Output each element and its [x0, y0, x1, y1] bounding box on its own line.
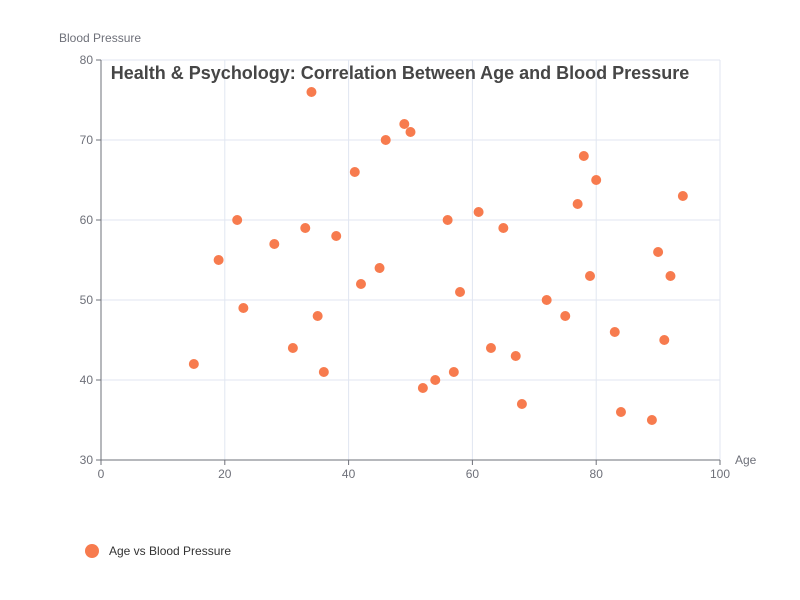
- x-tick-label: 20: [218, 467, 232, 481]
- data-point[interactable]: [585, 271, 596, 281]
- data-point[interactable]: [331, 231, 342, 241]
- data-point[interactable]: [318, 367, 329, 377]
- data-point[interactable]: [455, 287, 466, 297]
- data-points: [188, 87, 688, 425]
- legend-marker[interactable]: [85, 544, 99, 558]
- data-point[interactable]: [659, 335, 670, 345]
- data-point[interactable]: [306, 87, 317, 97]
- data-point[interactable]: [399, 119, 410, 129]
- data-point[interactable]: [355, 279, 366, 289]
- data-point[interactable]: [665, 271, 676, 281]
- data-point[interactable]: [448, 367, 459, 377]
- data-point[interactable]: [615, 407, 626, 417]
- data-point[interactable]: [572, 199, 583, 209]
- x-tick-label: 40: [342, 467, 356, 481]
- data-point[interactable]: [188, 359, 199, 369]
- x-tick-label: 100: [710, 467, 730, 481]
- data-point[interactable]: [609, 327, 620, 337]
- data-point[interactable]: [653, 247, 664, 257]
- data-point[interactable]: [380, 135, 391, 145]
- data-point[interactable]: [238, 303, 249, 313]
- data-point[interactable]: [510, 351, 521, 361]
- data-point[interactable]: [405, 127, 416, 137]
- data-point[interactable]: [300, 223, 311, 233]
- data-point[interactable]: [442, 215, 453, 225]
- data-point[interactable]: [498, 223, 509, 233]
- y-tick-label: 50: [80, 293, 94, 307]
- data-point[interactable]: [232, 215, 243, 225]
- data-point[interactable]: [430, 375, 441, 385]
- grid-lines: [101, 59, 721, 460]
- y-tick-label: 70: [80, 133, 94, 147]
- data-point[interactable]: [349, 167, 360, 177]
- data-point[interactable]: [213, 255, 224, 265]
- legend[interactable]: Age vs Blood Pressure: [85, 544, 231, 558]
- data-point[interactable]: [269, 239, 280, 249]
- y-tick-label: 60: [80, 213, 94, 227]
- x-tick-label: 0: [98, 467, 105, 481]
- data-point[interactable]: [591, 175, 602, 185]
- data-point[interactable]: [485, 343, 496, 353]
- x-axis-label: Age: [735, 453, 757, 467]
- y-tick-label: 30: [80, 453, 94, 467]
- y-tick-label: 80: [80, 53, 94, 67]
- x-tick-label: 80: [590, 467, 604, 481]
- data-point[interactable]: [541, 295, 552, 305]
- data-point[interactable]: [374, 263, 385, 273]
- data-point[interactable]: [560, 311, 571, 321]
- data-point[interactable]: [312, 311, 323, 321]
- axes: 0 20 40 60 80 100 30 40 50 60 70 80: [80, 53, 731, 481]
- data-point[interactable]: [516, 399, 527, 409]
- data-point[interactable]: [646, 415, 657, 425]
- legend-label[interactable]: Age vs Blood Pressure: [109, 544, 231, 558]
- y-tick-label: 40: [80, 373, 94, 387]
- data-point[interactable]: [417, 383, 428, 393]
- data-point[interactable]: [287, 343, 298, 353]
- y-axis-label: Blood Pressure: [59, 31, 141, 45]
- data-point[interactable]: [578, 151, 589, 161]
- chart-title: Health & Psychology: Correlation Between…: [111, 63, 689, 83]
- x-tick-label: 60: [466, 467, 480, 481]
- data-point[interactable]: [677, 191, 688, 201]
- data-point[interactable]: [473, 207, 484, 217]
